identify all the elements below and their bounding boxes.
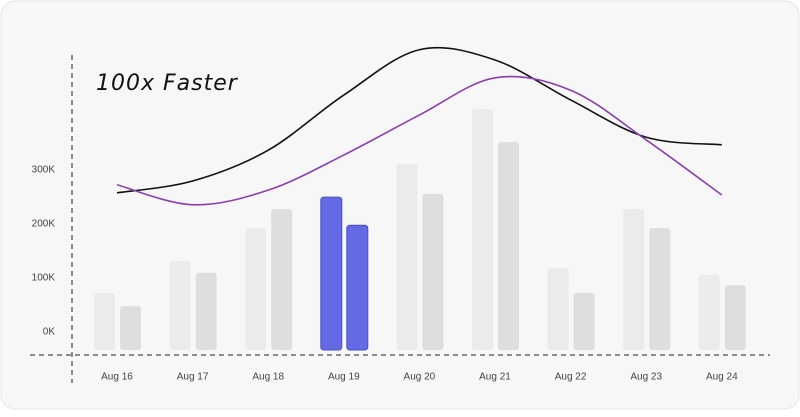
bar [271, 209, 293, 350]
x-tick-label: Aug 24 [706, 372, 738, 383]
y-tick-label: 300K [32, 165, 56, 176]
bar [724, 285, 746, 350]
x-tick-label: Aug 17 [177, 372, 209, 383]
bar [320, 196, 343, 351]
x-tick-label: Aug 20 [404, 372, 436, 383]
y-tick-label: 200K [32, 219, 56, 230]
bar [195, 272, 217, 350]
x-tick-label: Aug 21 [479, 372, 511, 383]
y-tick-label: 100K [32, 273, 56, 284]
bar [245, 227, 267, 350]
bar [169, 260, 191, 350]
x-tick-label: Aug 19 [328, 372, 360, 383]
bar [422, 193, 444, 350]
bar [346, 224, 369, 351]
bar [396, 164, 418, 350]
x-tick-label: Aug 18 [252, 372, 284, 383]
bar [649, 227, 671, 350]
bar [94, 293, 115, 350]
bar [623, 209, 645, 350]
chart-title: 100x Faster [96, 71, 239, 96]
bar [120, 306, 141, 350]
bar [573, 292, 595, 350]
line [116, 75, 723, 206]
bar [547, 267, 569, 350]
line [116, 46, 722, 194]
x-tick-label: Aug 22 [555, 372, 587, 383]
bar [498, 142, 519, 350]
x-tick-label: Aug 16 [101, 372, 133, 383]
bar [472, 109, 493, 350]
x-tick-label: Aug 23 [630, 372, 662, 383]
y-tick-label: 0K [43, 327, 56, 338]
bar [698, 274, 720, 350]
